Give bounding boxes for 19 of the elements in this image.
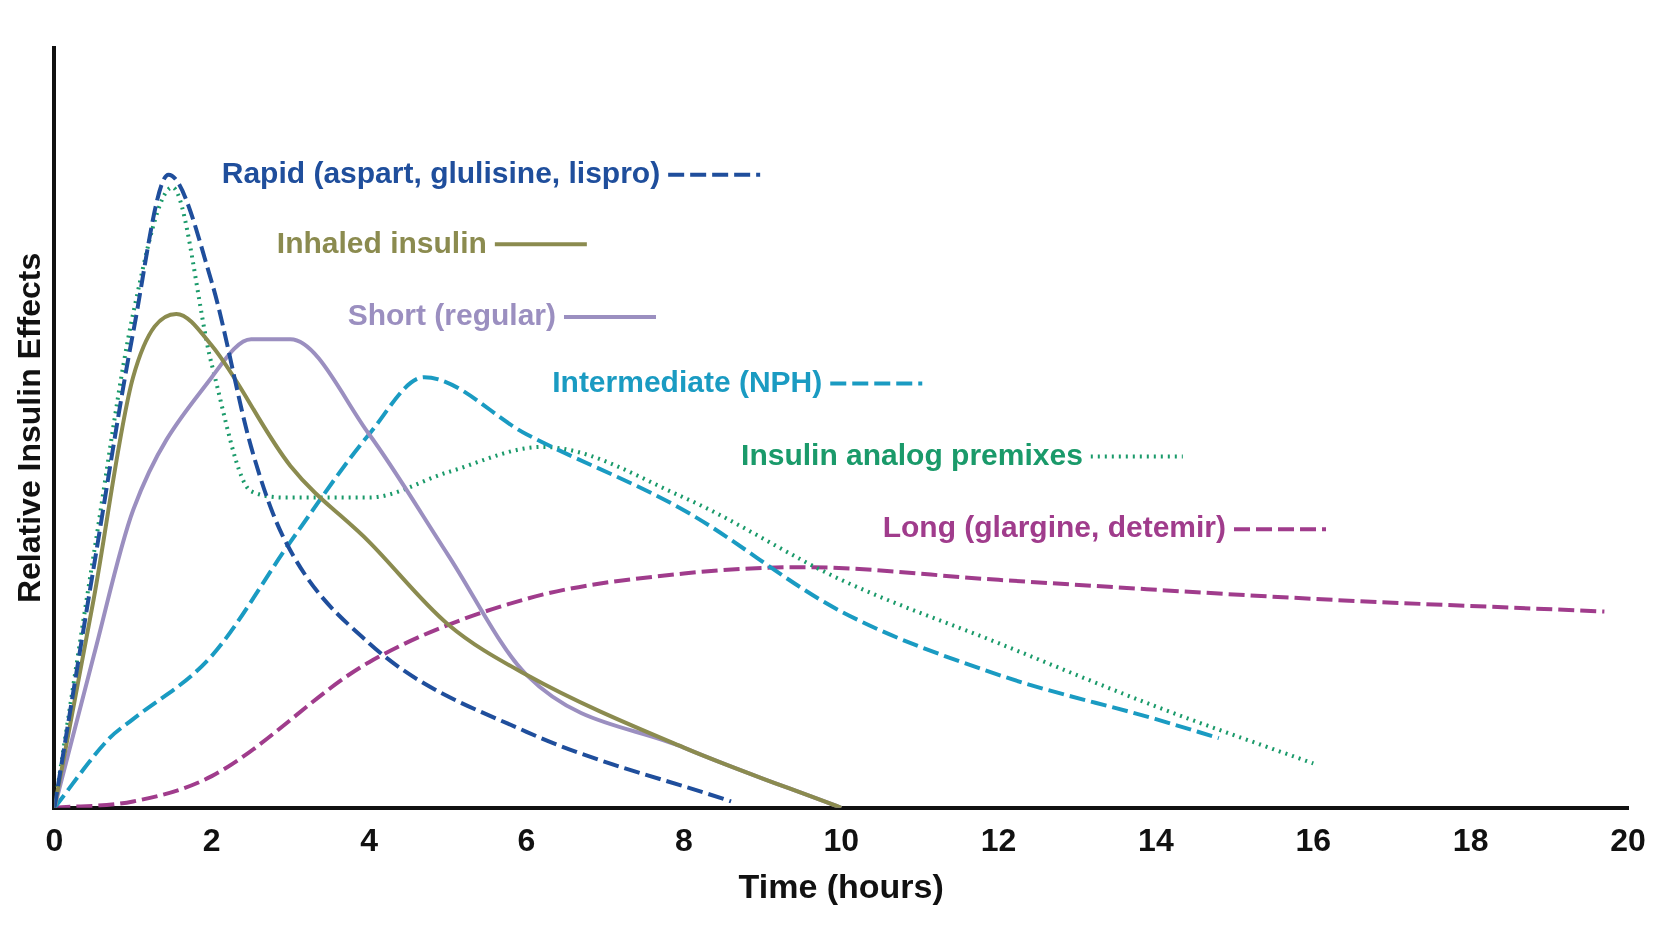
legend-label: Rapid (aspart, glulisine, lispro)	[221, 155, 661, 189]
x-tick-label: 14	[1138, 821, 1174, 858]
legend-label: Long (glargine, detemir)	[882, 510, 1227, 544]
x-tick-label: 4	[360, 821, 379, 858]
legend-label: Insulin analog premixes	[741, 437, 1083, 471]
x-tick-label: 2	[202, 821, 221, 858]
x-tick-label: 20	[1610, 821, 1646, 858]
legend-label: Short (regular)	[347, 298, 557, 332]
x-tick-label: 8	[674, 821, 693, 858]
legend-label: Inhaled insulin	[276, 225, 487, 259]
legend-label: Intermediate (NPH)	[552, 364, 823, 398]
y-axis-title: Relative Insulin Effects	[11, 252, 48, 604]
x-tick-label: 6	[517, 821, 536, 858]
x-tick-label: 12	[980, 821, 1017, 858]
x-tick-label: 16	[1295, 821, 1332, 858]
x-tick-label: 18	[1452, 821, 1489, 858]
x-tick-label: 10	[823, 821, 859, 858]
x-tick-label: 0	[45, 821, 64, 858]
x-axis-title: Time (hours)	[738, 866, 944, 905]
